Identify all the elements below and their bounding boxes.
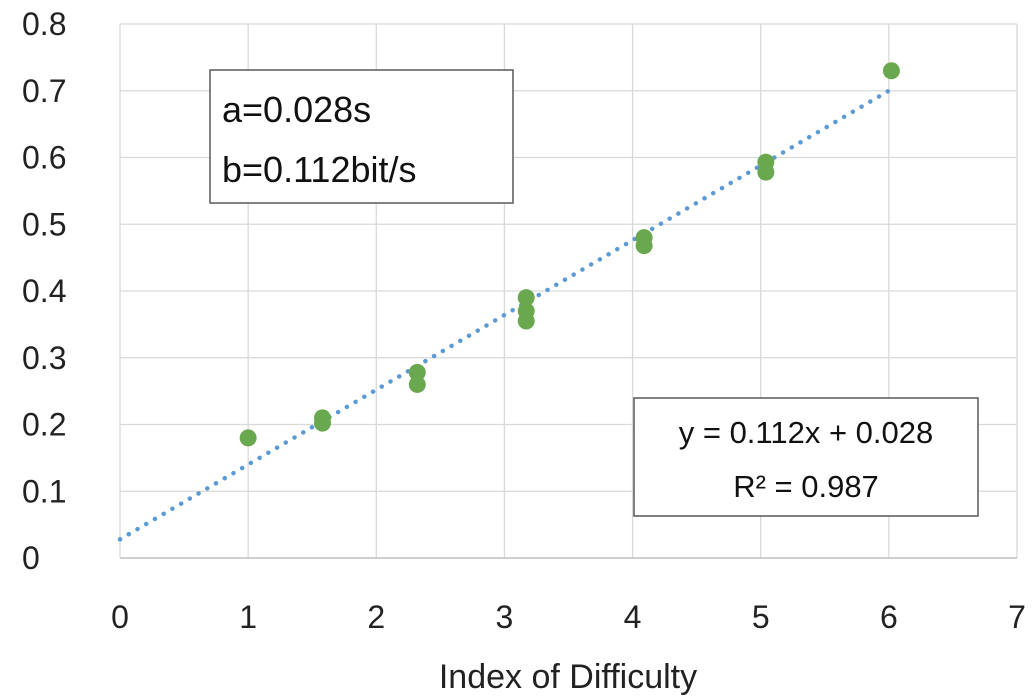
y-tick-label: 0.5	[22, 206, 66, 242]
x-tick-label: 7	[1008, 599, 1026, 635]
y-tick-label: 0	[22, 540, 40, 576]
x-tick-label: 3	[496, 599, 514, 635]
parameter-a-label: a=0.028s	[222, 89, 371, 130]
y-tick-label: 0.4	[22, 273, 66, 309]
parameters-box-frame	[209, 69, 514, 204]
y-tick-label: 0.2	[22, 407, 66, 443]
trendline-equation-box: y = 0.112x + 0.028 R² = 0.987	[633, 397, 979, 517]
parameter-b-label: b=0.112bit/s	[222, 149, 416, 190]
data-point	[757, 163, 775, 181]
data-point	[517, 289, 535, 307]
data-point	[635, 237, 653, 255]
equation-box-frame	[633, 397, 979, 517]
data-point	[408, 363, 426, 381]
y-tick-label: 0.7	[22, 73, 66, 109]
y-tick-label: 0.1	[22, 473, 66, 509]
data-point	[313, 414, 331, 432]
parameters-box: a=0.028s b=0.112bit/s	[209, 69, 514, 204]
x-tick-label: 6	[880, 599, 898, 635]
x-tick-label: 5	[752, 599, 770, 635]
data-point	[517, 312, 535, 330]
trendline-path	[117, 88, 892, 542]
r-squared-value: R² = 0.987	[733, 469, 879, 504]
y-tick-label: 0.8	[22, 6, 66, 42]
x-tick-label: 4	[624, 599, 642, 635]
x-axis-title: Index of Difficulty	[439, 658, 697, 696]
tick-labels: 0 1 2 3 4 5 6 7 0 0.1 0.2 0.3 0.4 0.5 0.6 0.7 0.8	[22, 6, 1026, 635]
axes	[119, 24, 1017, 559]
x-tick-label: 0	[111, 599, 129, 635]
trendline	[117, 88, 892, 542]
data-points	[239, 62, 900, 447]
data-point	[408, 375, 426, 393]
x-tick-label: 2	[367, 599, 385, 635]
y-tick-label: 0.6	[22, 140, 66, 176]
grid-lines	[120, 23, 1018, 558]
data-point	[239, 429, 257, 447]
x-tick-label: 1	[239, 599, 257, 635]
y-tick-label: 0.3	[22, 340, 66, 376]
trendline-equation: y = 0.112x + 0.028	[679, 415, 934, 450]
data-point	[882, 62, 900, 80]
